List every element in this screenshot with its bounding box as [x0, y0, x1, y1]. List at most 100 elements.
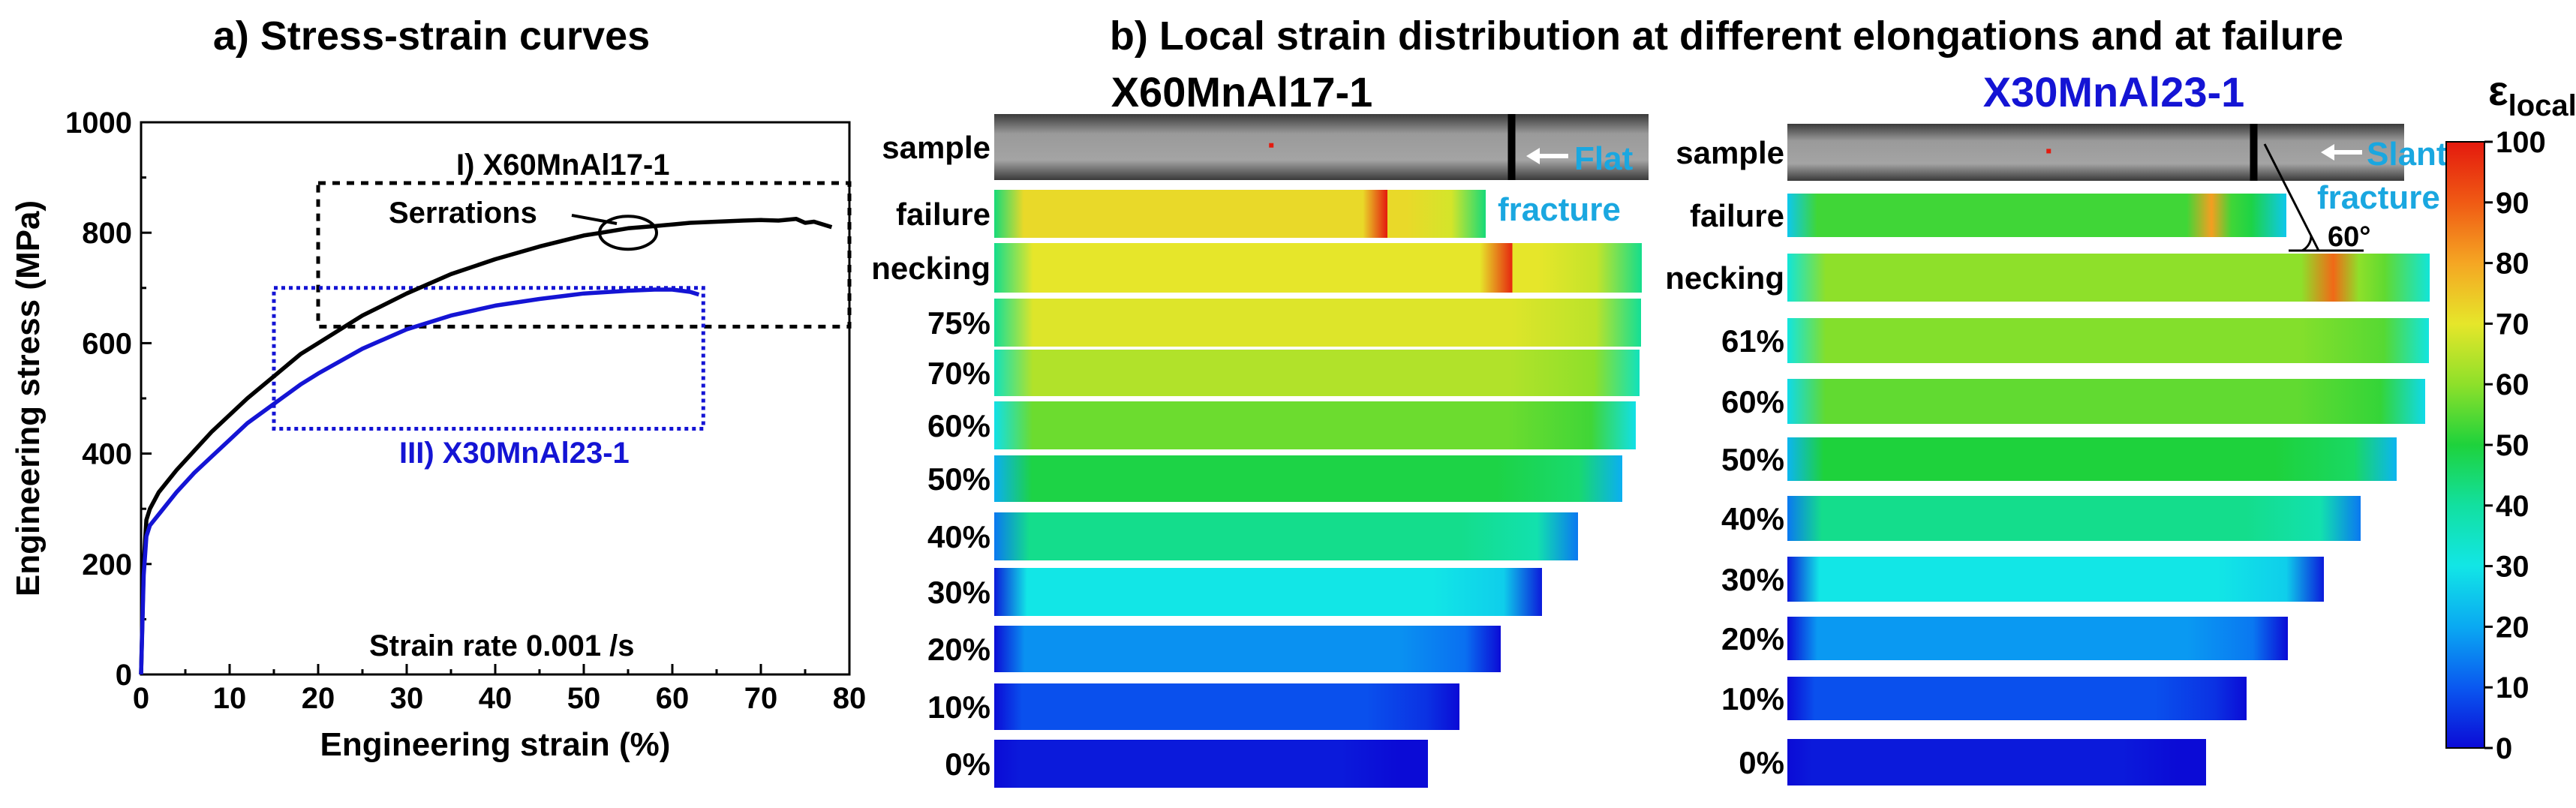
y-axis-ticks: 0 200 400 600 800 1000 — [65, 107, 152, 692]
colorbar-tick-label: 100 — [2496, 126, 2546, 159]
x-axis-label: Engineering strain (%) — [320, 726, 671, 763]
strip-row-label: 40% — [927, 519, 990, 554]
x-tick-label: 20 — [302, 682, 335, 715]
strain-strip-failure — [994, 190, 1486, 238]
strip-row-label: necking — [871, 251, 990, 286]
strain-strip-60pct — [994, 401, 1636, 449]
y-tick-label: 800 — [82, 217, 132, 250]
slant-label: Slant — [2367, 136, 2448, 173]
panel-x30-title: X30MnAl23-1 — [1983, 68, 2245, 116]
strain-strip-0pct — [994, 740, 1428, 788]
colorbar-tick-label: 40 — [2496, 490, 2529, 523]
slant-angle-line — [2263, 143, 2320, 251]
x-tick-label: 80 — [833, 682, 867, 715]
colorbar-tick-label: 80 — [2496, 248, 2529, 281]
strain-strip-necking — [994, 243, 1642, 293]
strain-strip-necking — [1787, 254, 2430, 302]
strain-strip-0pct — [1787, 739, 2206, 785]
slant-angle-arc — [2301, 235, 2313, 252]
flat-label: Flat — [1574, 140, 1634, 177]
strip-row-label: 40% — [1721, 501, 1784, 536]
strip-row-label: 60% — [1721, 384, 1784, 419]
flat-fracture-annotation: Flat fracture — [1498, 140, 1634, 228]
strain-strip-40pct — [994, 512, 1578, 560]
colorbar-ticks: 0 10 20 30 40 50 60 70 80 90 100 — [2484, 126, 2546, 765]
y-tick-label: 200 — [82, 548, 132, 581]
y-tick-label: 1000 — [65, 107, 132, 140]
fracture-label-x60: fracture — [1498, 191, 1621, 228]
slant-angle-label: 60° — [2328, 221, 2370, 253]
strain-strip-20pct — [1787, 617, 2288, 660]
strain-strip-50pct — [994, 455, 1622, 502]
x30-series-label: III) X30MnAl23-1 — [399, 437, 630, 470]
strip-row-label: 10% — [927, 689, 990, 725]
x30-strain-strips: sample failure necking 61% 60% 50% 40% 30% 20% 10… — [1665, 124, 2430, 785]
strain-strip-10pct — [994, 683, 1459, 730]
strip-row-label: 30% — [927, 575, 990, 610]
colorbar-tick-label: 60 — [2496, 368, 2529, 401]
series-line-x30mnal23-1 — [139, 287, 700, 675]
strip-row-label: failure — [896, 197, 990, 232]
y-tick-label: 400 — [82, 438, 132, 471]
colorbar-tick-label: 30 — [2496, 551, 2529, 584]
y-axis-label: Engineering stress (MPa) — [10, 200, 47, 596]
strip-row-label: 50% — [927, 461, 990, 497]
colorbar-epsilon: ε — [2488, 67, 2508, 114]
colorbar-tick-label: 70 — [2496, 308, 2529, 341]
slant-fracture-arrowhead — [2321, 144, 2334, 161]
colorbar-sub: local — [2508, 89, 2576, 122]
strip-row-label: 60% — [927, 408, 990, 443]
x-tick-label: 30 — [390, 682, 424, 715]
sample-marker-dot — [2046, 149, 2051, 154]
strip-row-label: 50% — [1721, 442, 1784, 477]
x-tick-label: 60 — [656, 682, 690, 715]
y-tick-label: 0 — [116, 659, 132, 692]
sample-photo — [994, 114, 1649, 180]
chart-a-title: a) Stress-strain curves — [213, 14, 650, 59]
colorbar-tick-label: 10 — [2496, 671, 2529, 704]
strain-strip-40pct — [1787, 496, 2361, 541]
y-tick-label: 600 — [82, 327, 132, 360]
strip-row-label: 70% — [927, 356, 990, 391]
x60-strain-strips: sample failure necking 75% 70% 60% 50% 40% 30% 20… — [871, 114, 1649, 788]
colorbar-gradient — [2445, 141, 2485, 749]
strip-row-label: 20% — [927, 632, 990, 667]
flat-fracture-arrowhead — [1526, 148, 1540, 164]
fracture-label-x30: fracture — [2317, 179, 2440, 216]
fracture-gap — [1507, 114, 1516, 180]
x-tick-label: 10 — [213, 682, 247, 715]
x-axis-ticks: 0 10 20 30 40 50 60 70 80 — [133, 664, 866, 715]
strain-strip-50pct — [1787, 437, 2397, 481]
sample-marker-dot — [1269, 143, 1274, 148]
strip-row-label: 61% — [1721, 323, 1784, 359]
strain-strip-61pct — [1787, 318, 2429, 363]
x-tick-label: 40 — [479, 682, 512, 715]
serrations-label: Serrations — [389, 197, 537, 230]
strip-row-label: necking — [1665, 260, 1784, 296]
strain-strip-75pct — [994, 299, 1641, 347]
colorbar-tick-label: 50 — [2496, 429, 2529, 462]
strip-row-label: failure — [1690, 198, 1784, 233]
x-tick-label: 70 — [744, 682, 778, 715]
colorbar-tick-label: 90 — [2496, 187, 2529, 220]
series-line-x60mnal17-1 — [139, 217, 833, 675]
x-tick-label: 50 — [567, 682, 601, 715]
sample-photo — [1787, 124, 2404, 181]
strip-row-label: sample — [1676, 135, 1784, 170]
strip-row-label: 10% — [1721, 681, 1784, 716]
strain-rate-label: Strain rate 0.001 /s — [369, 629, 635, 662]
chart-b-title: b) Local strain distribution at differen… — [1110, 14, 2343, 59]
strain-strip-60pct — [1787, 379, 2425, 424]
colorbar: εlocal[%] 0 10 20 30 40 50 60 70 80 90 100 — [2445, 67, 2576, 765]
serrations-pointer — [571, 214, 618, 225]
strain-strip-failure — [1787, 194, 2286, 237]
colorbar-label: εlocal[%] — [2488, 67, 2576, 122]
colorbar-tick-label: 0 — [2496, 732, 2512, 765]
strain-strip-20pct — [994, 626, 1501, 672]
slant-fracture-annotation: Slant fracture 60° — [2263, 136, 2448, 253]
stress-strain-chart: 0 10 20 30 40 50 60 70 80 0 200 400 600 800 1000 Serr… — [10, 107, 866, 763]
strip-row-label: sample — [882, 130, 990, 165]
fracture-gap — [2250, 124, 2258, 181]
serrations-marker — [598, 215, 658, 251]
